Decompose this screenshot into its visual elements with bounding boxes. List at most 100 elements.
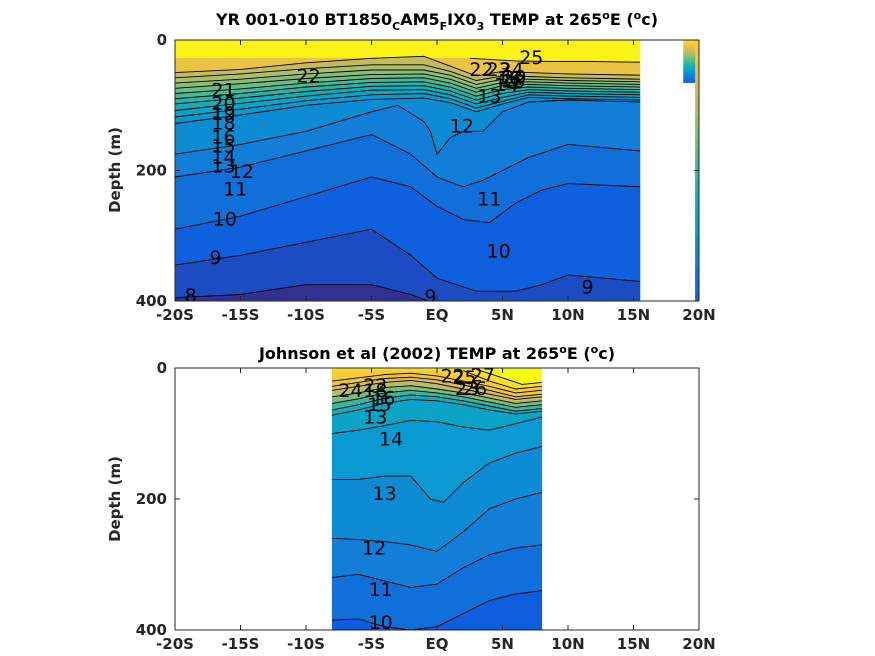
contour-label: 24 <box>500 59 524 81</box>
contour-label: 20 <box>211 93 235 115</box>
contour-line-14 <box>175 93 641 118</box>
contour-label: 10 <box>487 241 511 263</box>
x-tick-label: 5N <box>491 306 514 324</box>
strip-cell <box>683 59 699 62</box>
contour-label: 22 <box>297 66 321 88</box>
contour-label: 13 <box>211 156 235 178</box>
x-tick-label: -20S <box>156 306 194 324</box>
strip-cell <box>695 279 699 291</box>
strip-cell <box>683 77 699 80</box>
contour-line-11 <box>175 134 641 188</box>
y-tick-label: 200 <box>136 490 167 508</box>
contour-line-12 <box>175 99 641 156</box>
bottom-tick-marks <box>174 367 700 631</box>
contour-line-13 <box>332 446 542 503</box>
contour-line-20 <box>332 385 542 404</box>
strip-cell <box>695 137 699 150</box>
strip-cell <box>695 50 699 63</box>
bottom-contour-lines <box>332 368 542 630</box>
contour-label: 11 <box>223 179 247 201</box>
contour-label: 19 <box>211 103 235 125</box>
strip-cell <box>695 170 699 182</box>
bottom-chart-title: Johnson et al (2002) TEMP at 265o​E (o​c… <box>258 343 615 363</box>
strip-cell <box>695 257 699 269</box>
strip-cell <box>695 116 699 128</box>
contour-label: 16 <box>497 68 521 90</box>
contour-line-10 <box>175 176 641 230</box>
x-tick-label: 15N <box>617 635 650 653</box>
contour-line-22 <box>175 55 641 77</box>
contour-label: 18 <box>211 113 235 135</box>
contour-label: 8 <box>185 285 197 307</box>
x-tick-label: -15S <box>222 306 260 324</box>
contour-line-14 <box>332 416 542 434</box>
contour-label: 21 <box>211 79 235 101</box>
strip-cell <box>695 203 699 215</box>
top-right-strip <box>683 40 699 301</box>
top-temperature-section: YR 001-010 BT1850C​AM5F​IX03​ TEMP at 26… <box>106 9 716 324</box>
strip-cell <box>683 55 699 59</box>
strip-cell <box>695 214 699 226</box>
contour-line-22 <box>332 379 542 400</box>
y-tick-label: 400 <box>136 621 167 639</box>
strip-cell <box>683 61 699 64</box>
contour-label: 12 <box>450 115 474 137</box>
contour-label: 18 <box>363 380 387 402</box>
y-tick-label: 400 <box>136 292 167 310</box>
contour-line-8 <box>175 284 430 301</box>
top-y-axis-label: Depth (m) <box>106 127 124 213</box>
top-tick-marks <box>174 39 700 302</box>
contour-label: 24 <box>338 380 362 402</box>
bottom-y-tick-labels: 0 200 400 <box>136 359 167 639</box>
strip-cell <box>695 268 699 280</box>
strip-cell <box>683 54 699 57</box>
x-tick-label: 20N <box>682 306 715 324</box>
contour-label: 22 <box>441 366 465 388</box>
y-tick-label: 200 <box>136 162 167 180</box>
contour-label: 13 <box>363 406 387 428</box>
contour-label: 9 <box>582 276 594 298</box>
x-tick-label: 5N <box>491 635 514 653</box>
strip-cell <box>683 73 699 76</box>
contour-label: 15 <box>211 136 235 158</box>
strip-cell <box>683 80 699 83</box>
x-tick-label: 10N <box>551 306 584 324</box>
strip-cell <box>695 94 699 106</box>
x-tick-label: -10S <box>287 635 325 653</box>
contour-label: 20 <box>502 66 526 88</box>
strip-cell <box>683 66 699 69</box>
strip-cell <box>695 148 699 161</box>
y-tick-label: 0 <box>157 359 167 377</box>
bottom-x-tick-labels: -20S -15S -10S -5S EQ 5N 10N 15N 20N <box>156 635 716 653</box>
contour-label: 22 <box>469 59 493 81</box>
strip-cell <box>683 48 699 52</box>
contour-label: 22 <box>363 375 387 397</box>
strip-cell <box>695 235 699 248</box>
contour-label: 14 <box>494 74 518 96</box>
contour-label: 11 <box>477 188 501 210</box>
strip-cell <box>683 45 699 48</box>
contour-label: 9 <box>210 247 222 269</box>
top-contour-lines <box>175 55 641 301</box>
x-tick-label: -10S <box>287 306 325 324</box>
strip-cell <box>683 47 699 50</box>
bottom-temperature-section: Johnson et al (2002) TEMP at 265o​E (o​c… <box>106 343 716 653</box>
contour-label: 9 <box>424 286 436 308</box>
x-tick-label: -15S <box>222 635 260 653</box>
x-tick-label: EQ <box>426 306 449 324</box>
contour-label: 25 <box>519 47 543 69</box>
top-x-tick-labels: -20S -15S -10S -5S EQ 5N 10N 15N 20N <box>156 306 716 324</box>
contour-line-16 <box>332 394 542 412</box>
contour-line-23 <box>332 376 542 398</box>
contour-line-24 <box>332 372 542 394</box>
top-chart-title: YR 001-010 BT1850C​AM5F​IX03​ TEMP at 26… <box>215 9 658 33</box>
contour-line-18 <box>332 389 542 408</box>
strip-cell <box>683 43 699 46</box>
contour-label: 26 <box>463 378 487 400</box>
contour-line-26 <box>476 368 542 385</box>
strip-cell <box>695 246 699 258</box>
strip-cell <box>683 57 699 60</box>
contour-line-18 <box>175 77 641 94</box>
